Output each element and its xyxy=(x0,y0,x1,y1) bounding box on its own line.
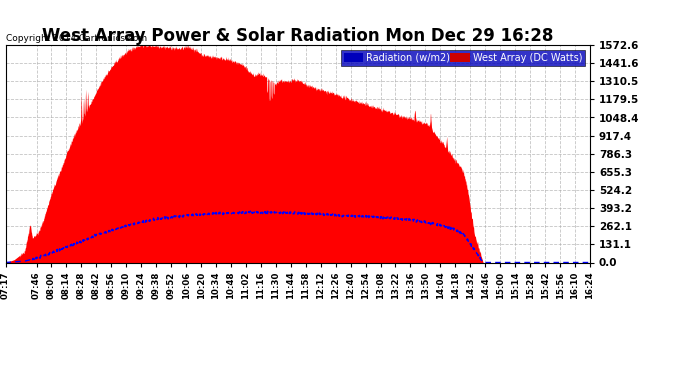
Title: West Array Power & Solar Radiation Mon Dec 29 16:28: West Array Power & Solar Radiation Mon D… xyxy=(42,27,553,45)
Text: Copyright 2014 Cartronics.com: Copyright 2014 Cartronics.com xyxy=(6,34,147,43)
Legend: Radiation (w/m2), West Array (DC Watts): Radiation (w/m2), West Array (DC Watts) xyxy=(341,50,585,66)
